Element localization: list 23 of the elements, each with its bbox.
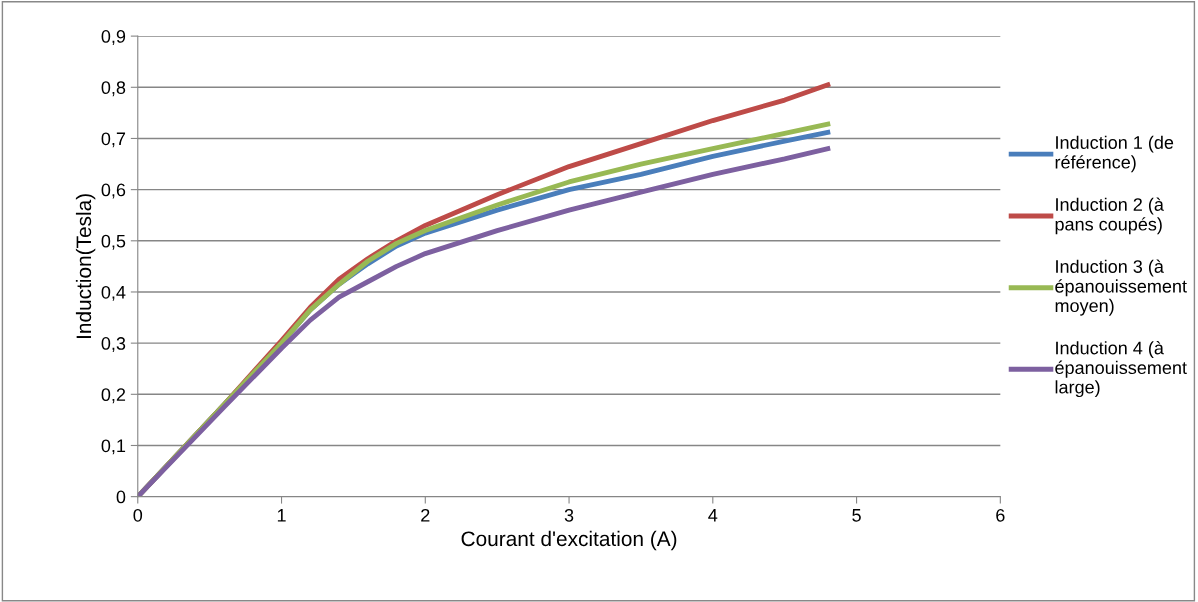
y-tick-label: 0,6 bbox=[101, 183, 126, 199]
y-tick-label: 0,9 bbox=[101, 30, 126, 45]
y-tick-label: 0,4 bbox=[101, 285, 126, 301]
x-tick-label: 2 bbox=[421, 508, 430, 522]
legend-label: Induction 4 (à épanouissement large) bbox=[1055, 340, 1187, 398]
legend-label: Induction 3 (à épanouissement moyen) bbox=[1055, 259, 1187, 316]
legend-label: Induction 1 (de référence) bbox=[1055, 135, 1174, 173]
x-tick-label: 3 bbox=[564, 508, 574, 522]
y-tick-label: 0,1 bbox=[101, 439, 126, 455]
y-tick-label: 0,7 bbox=[101, 132, 126, 148]
legend-label: Induction 2 (à pans coupés) bbox=[1055, 197, 1164, 235]
y-tick-label: 0,3 bbox=[101, 337, 126, 352]
y-tick-label: 0 bbox=[116, 490, 126, 504]
x-tick-label: 1 bbox=[277, 509, 286, 522]
y-axis-title: Induction(Tesla) bbox=[75, 194, 96, 338]
x-tick-label: 4 bbox=[708, 509, 718, 522]
y-tick-label: 0,8 bbox=[101, 81, 126, 97]
y-tick-label: 0,5 bbox=[101, 234, 126, 250]
x-axis-title: Courant d'excitation (A) bbox=[461, 530, 677, 551]
x-tick-label: 6 bbox=[996, 508, 1005, 522]
y-tick-label: 0,2 bbox=[101, 388, 126, 404]
x-tick-label: 5 bbox=[852, 509, 861, 522]
x-tick-label: 0 bbox=[133, 508, 143, 522]
